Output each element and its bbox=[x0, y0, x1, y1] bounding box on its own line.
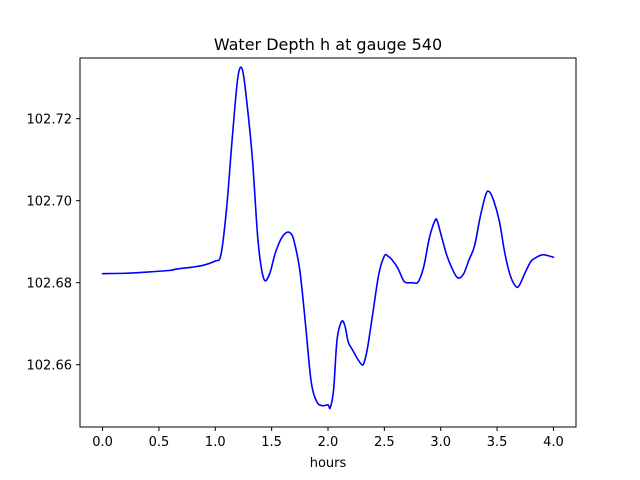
y-tick-label: 102.68 bbox=[27, 277, 73, 292]
x-tick-label: 1.5 bbox=[261, 435, 282, 450]
x-axis: 0.0 0.5 1.0 1.5 2.0 2.5 3.0 3.5 4.0 bbox=[92, 427, 564, 450]
x-tick-label: 3.5 bbox=[487, 435, 508, 450]
x-tick-label: 4.0 bbox=[543, 435, 564, 450]
chart-title: Water Depth h at gauge 540 bbox=[214, 35, 442, 54]
x-axis-label: hours bbox=[310, 456, 347, 471]
y-tick-label: 102.66 bbox=[27, 359, 73, 374]
x-tick-label: 1.0 bbox=[205, 435, 226, 450]
x-tick-label: 0.5 bbox=[149, 435, 170, 450]
y-tick-label: 102.72 bbox=[27, 113, 73, 128]
x-tick-label: 2.0 bbox=[318, 435, 339, 450]
x-tick-label: 2.5 bbox=[374, 435, 395, 450]
plot-area bbox=[101, 66, 555, 410]
x-tick-label: 3.0 bbox=[430, 435, 451, 450]
y-tick-label: 102.70 bbox=[27, 195, 73, 210]
x-tick-label: 0.0 bbox=[92, 435, 113, 450]
series-line bbox=[101, 66, 555, 410]
y-axis: 102.66 102.68 102.70 102.72 bbox=[27, 113, 80, 374]
